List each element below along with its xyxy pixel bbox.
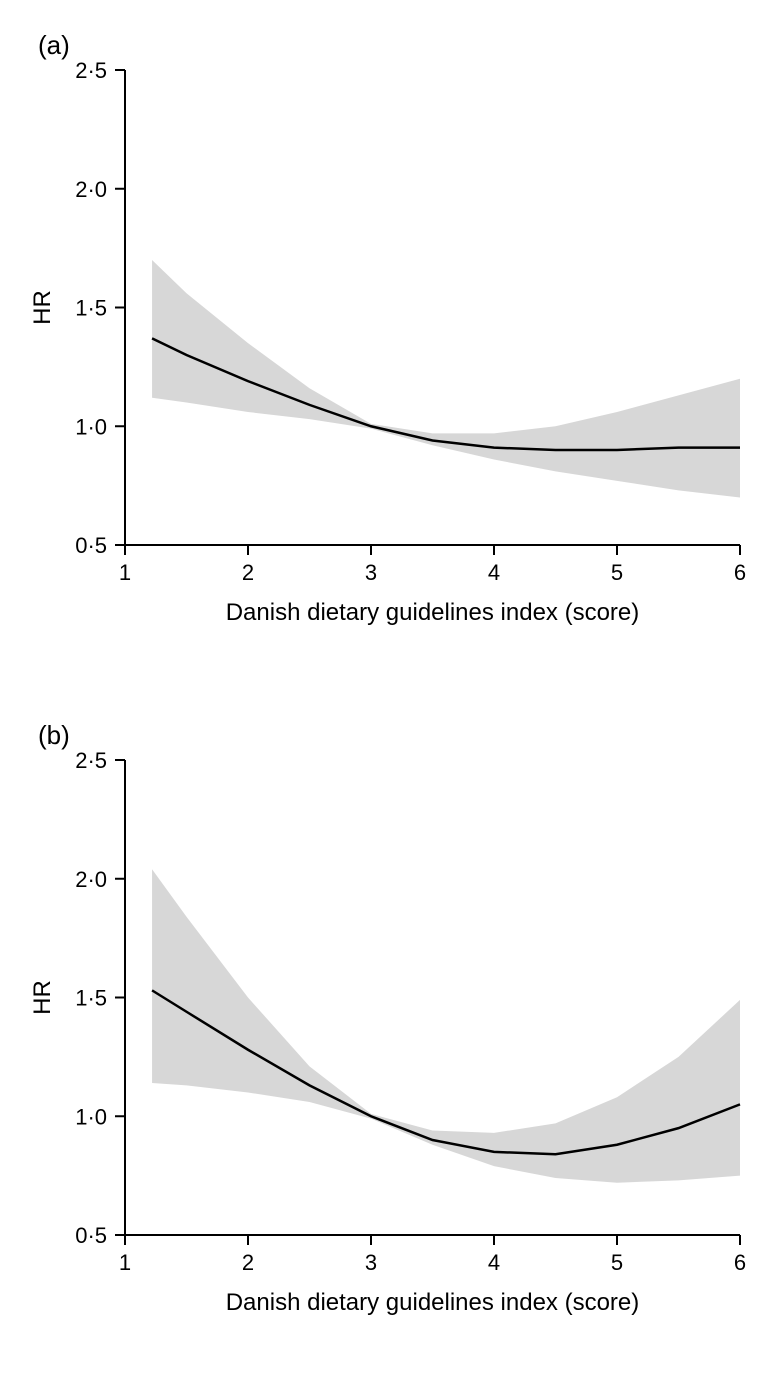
y-tick-label: 1·5 <box>75 296 107 321</box>
x-tick-label: 4 <box>488 560 500 585</box>
y-axis-title: HR <box>29 290 56 325</box>
x-tick-label: 1 <box>119 560 131 585</box>
x-tick-label: 3 <box>365 1250 377 1275</box>
chart-panel-b: 1 2 3 4 5 6 0·5 1·0 1·5 2·0 2·5 Danish dietary guid… <box>0 740 780 1340</box>
y-tick-label: 1·5 <box>75 986 107 1011</box>
panel-a: 1 2 3 4 5 6 0·5 1·0 1·5 2·0 2·5 Danish dietary guid… <box>0 50 780 650</box>
y-axis-title: HR <box>29 980 56 1015</box>
y-tick-label: 2·0 <box>75 867 107 892</box>
x-tick-label: 5 <box>611 1250 623 1275</box>
x-axis-title: Danish dietary guidelines index (score) <box>226 599 640 626</box>
chart-panel-a: 1 2 3 4 5 6 0·5 1·0 1·5 2·0 2·5 Danish dietary guid… <box>0 50 780 650</box>
x-tick-label: 2 <box>242 1250 254 1275</box>
figure-container: (a)1234560·51·01·52·02·5Danish dietary g… <box>0 0 780 1380</box>
y-tick-label: 0·5 <box>75 533 107 558</box>
x-tick-label: 3 <box>365 560 377 585</box>
y-tick-label: 0·5 <box>75 1223 107 1248</box>
x-tick-label: 6 <box>734 560 746 585</box>
y-tick-label: 1·0 <box>75 414 107 439</box>
y-tick-label: 2·5 <box>75 58 107 83</box>
x-tick-label: 6 <box>734 1250 746 1275</box>
x-axis-title: Danish dietary guidelines index (score) <box>226 1289 640 1316</box>
y-tick-label: 2·0 <box>75 177 107 202</box>
x-tick-label: 4 <box>488 1250 500 1275</box>
y-tick-label: 2·5 <box>75 748 107 773</box>
panel-b: 1 2 3 4 5 6 0·5 1·0 1·5 2·0 2·5 Danish dietary guid… <box>0 740 780 1340</box>
x-tick-label: 5 <box>611 560 623 585</box>
y-tick-label: 1·0 <box>75 1104 107 1129</box>
x-tick-label: 1 <box>119 1250 131 1275</box>
x-tick-label: 2 <box>242 560 254 585</box>
